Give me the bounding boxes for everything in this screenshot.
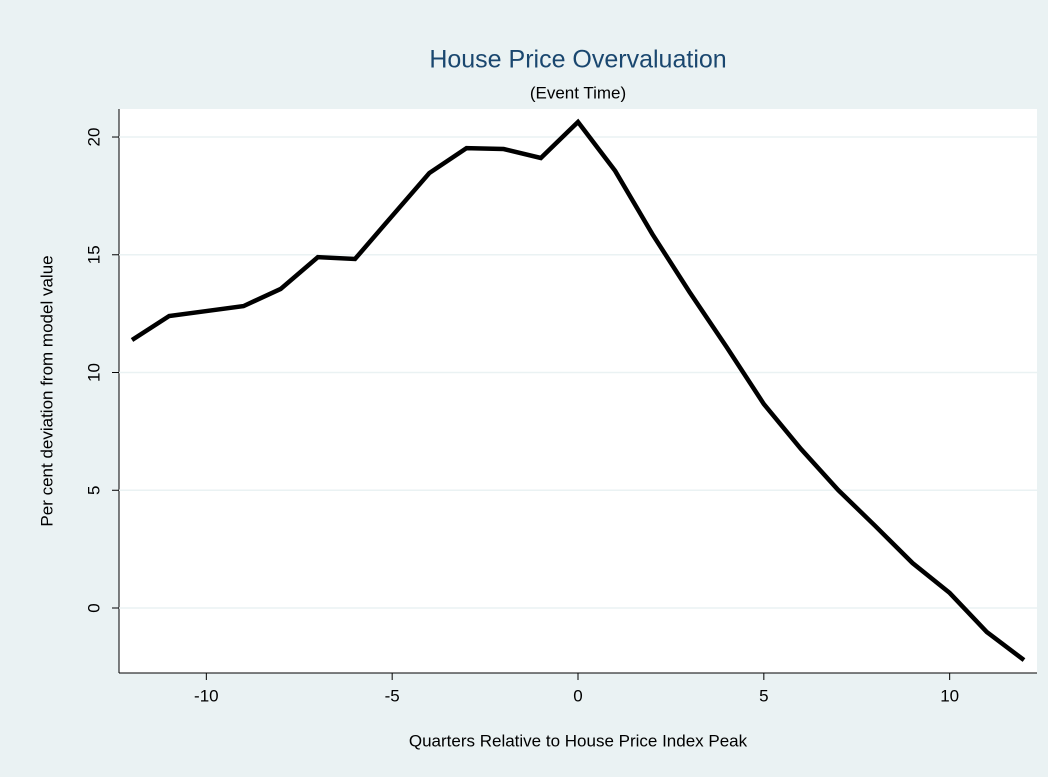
y-tick-label: 15	[84, 245, 103, 264]
x-tick-label: 5	[759, 686, 768, 705]
x-tick-label: -10	[194, 686, 219, 705]
plot-area	[119, 109, 1037, 673]
data-line	[130, 118, 1026, 662]
y-tick-label: 10	[84, 363, 103, 382]
x-tick-label: 0	[573, 686, 582, 705]
chart-title: House Price Overvaluation	[429, 46, 726, 74]
x-tick-label: 10	[940, 686, 959, 705]
y-tick-label: 20	[84, 128, 103, 147]
y-axis-label: Per cent deviation from model value	[37, 255, 56, 526]
y-tick-label: 0	[84, 603, 103, 612]
x-axis-label: Quarters Relative to House Price Index P…	[409, 731, 748, 750]
y-tick-label: 5	[84, 486, 103, 495]
x-tick-label: -5	[385, 686, 400, 705]
chart-subtitle: (Event Time)	[530, 83, 626, 102]
